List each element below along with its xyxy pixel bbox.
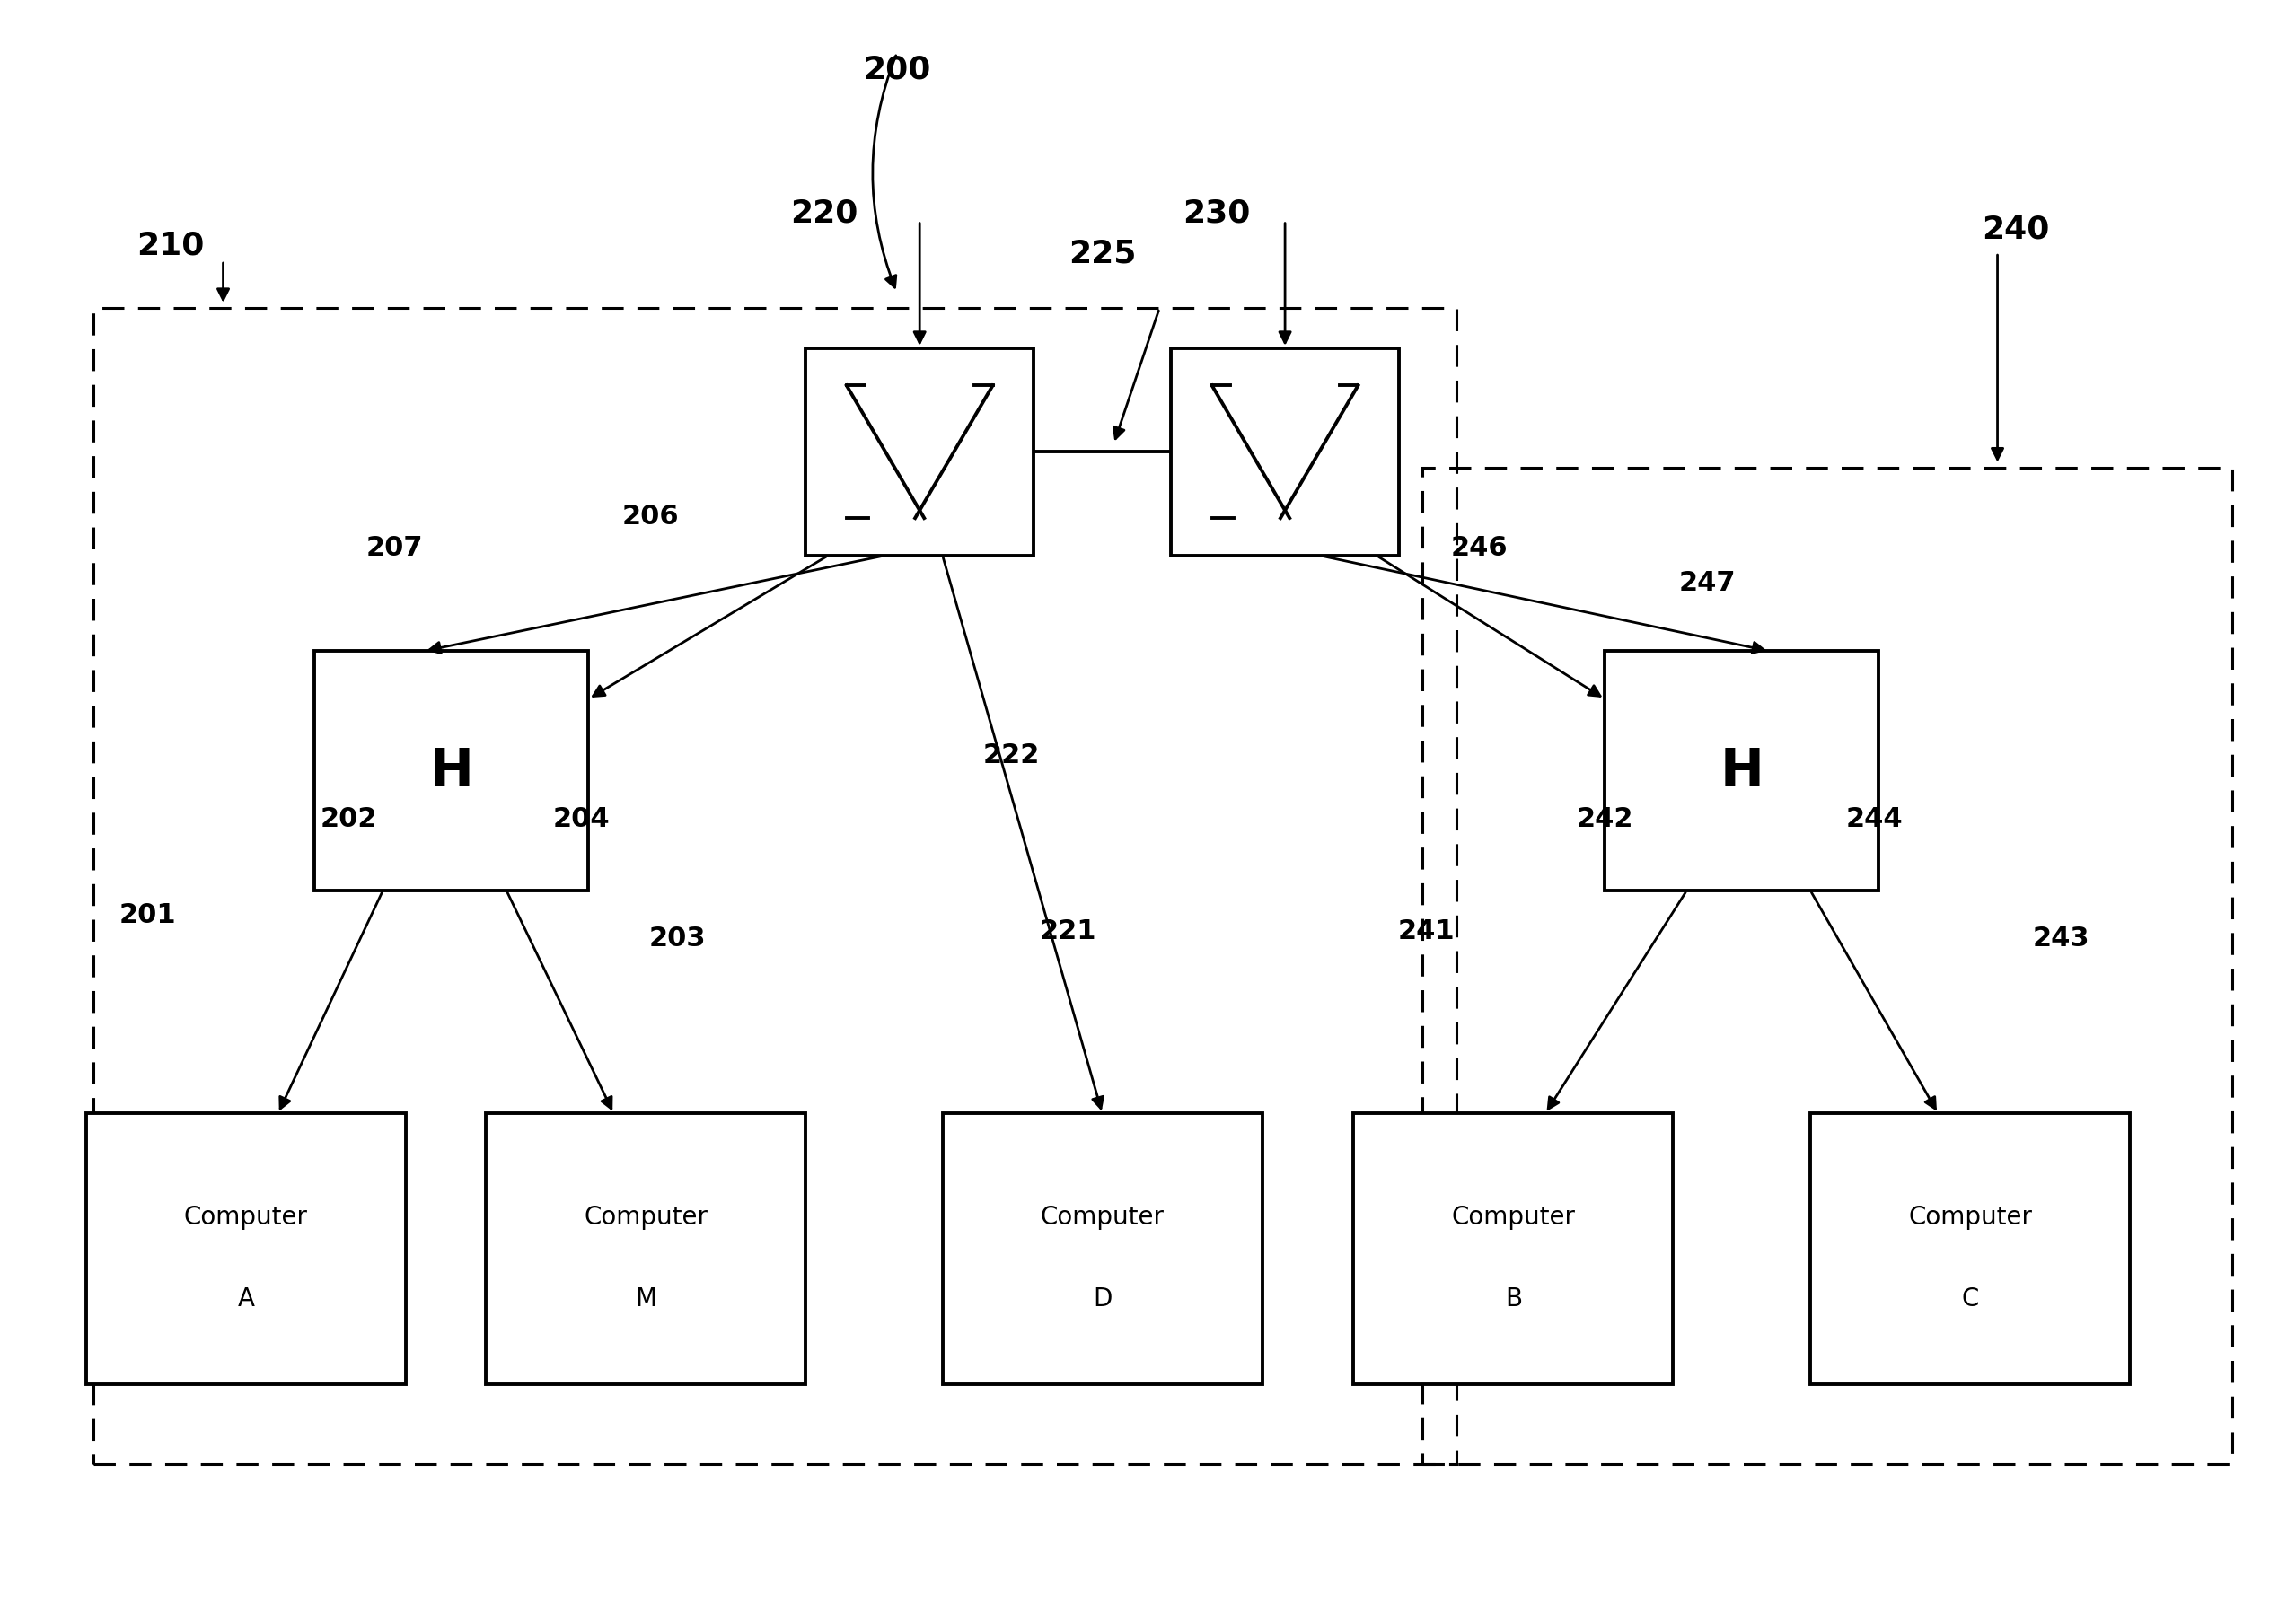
Text: 207: 207 [365, 535, 422, 560]
Text: 243: 243 [2032, 925, 2089, 951]
Text: 210: 210 [138, 230, 204, 260]
Text: 244: 244 [1846, 806, 1903, 832]
Text: B: B [1504, 1285, 1522, 1310]
Bar [1605, 652, 1878, 891]
Text: 204: 204 [553, 806, 611, 832]
Text: M: M [636, 1285, 657, 1310]
Text: 201: 201 [119, 901, 177, 928]
Bar [1809, 1113, 2131, 1384]
Text: Computer: Computer [1908, 1204, 2032, 1229]
Bar [1355, 1113, 1674, 1384]
Text: 206: 206 [622, 503, 680, 528]
Text: H: H [1720, 745, 1763, 797]
Text: A: A [236, 1285, 255, 1310]
Text: Computer: Computer [184, 1204, 308, 1229]
Text: 221: 221 [1040, 917, 1097, 943]
Text: 246: 246 [1451, 535, 1508, 560]
Text: H: H [429, 745, 473, 797]
Text: 240: 240 [1981, 214, 2050, 244]
Text: 220: 220 [790, 198, 859, 228]
Bar [87, 1113, 406, 1384]
Bar [1421, 469, 2232, 1465]
Text: D: D [1093, 1285, 1111, 1310]
Text: 241: 241 [1398, 917, 1456, 943]
Text: 242: 242 [1575, 806, 1632, 832]
Text: 230: 230 [1182, 198, 1251, 228]
Bar [487, 1113, 806, 1384]
Text: 222: 222 [983, 742, 1040, 768]
Text: C: C [1961, 1285, 1979, 1310]
Text: 202: 202 [319, 806, 377, 832]
Text: Computer: Computer [1451, 1204, 1575, 1229]
Bar [941, 1113, 1263, 1384]
Bar [315, 652, 588, 891]
Text: Computer: Computer [1040, 1204, 1164, 1229]
Text: 225: 225 [1068, 238, 1137, 268]
Text: 247: 247 [1678, 570, 1736, 596]
Bar [94, 308, 1456, 1465]
Bar [806, 349, 1033, 556]
Text: 203: 203 [650, 925, 707, 951]
Text: Computer: Computer [583, 1204, 707, 1229]
Bar [1171, 349, 1398, 556]
Text: 200: 200 [863, 55, 930, 85]
